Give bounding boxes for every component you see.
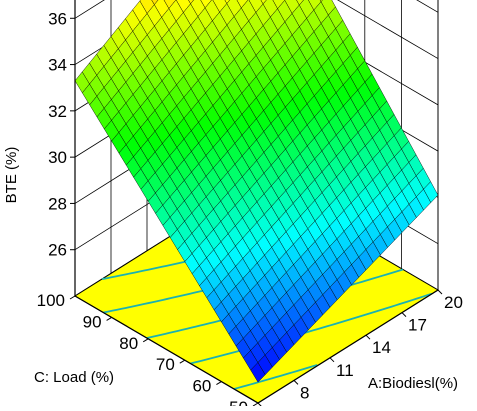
y-tick-label: 90 xyxy=(83,312,102,331)
y-tick-label: 100 xyxy=(37,291,65,310)
y-tick-mark xyxy=(143,339,148,342)
x-tick-mark xyxy=(438,290,442,294)
x-tick-mark xyxy=(294,380,298,384)
z-tick-label: 30 xyxy=(48,148,67,167)
x-tick-label: 8 xyxy=(300,383,309,402)
x-tick-label: 20 xyxy=(444,293,463,312)
x-tick-mark xyxy=(402,313,406,317)
x-axis-label: A:Biodiesl(%) xyxy=(368,375,458,392)
y-tick-label: 70 xyxy=(156,355,175,374)
x-tick-label: 11 xyxy=(336,361,354,380)
x-tick-label: 17 xyxy=(408,316,427,335)
y-tick-label: 50 xyxy=(229,398,248,406)
z-tick-label: 26 xyxy=(48,241,67,260)
x-tick-mark xyxy=(366,335,370,339)
z-tick-label: 28 xyxy=(48,194,67,213)
z-tick-label: 32 xyxy=(48,102,67,121)
y-tick-mark xyxy=(216,382,221,385)
z-axis-label: BTE (%) xyxy=(3,147,20,204)
x-tick-mark xyxy=(330,358,334,362)
z-tick-label: 36 xyxy=(48,9,67,28)
x-tick-label: 14 xyxy=(372,338,391,357)
y-axis-label: C: Load (%) xyxy=(34,369,114,386)
y-tick-mark xyxy=(70,296,75,299)
z-tick-label: 34 xyxy=(48,56,67,75)
y-tick-label: 80 xyxy=(119,334,138,353)
y-tick-mark xyxy=(107,317,112,320)
y-tick-mark xyxy=(180,360,185,363)
y-tick-label: 60 xyxy=(192,377,211,396)
